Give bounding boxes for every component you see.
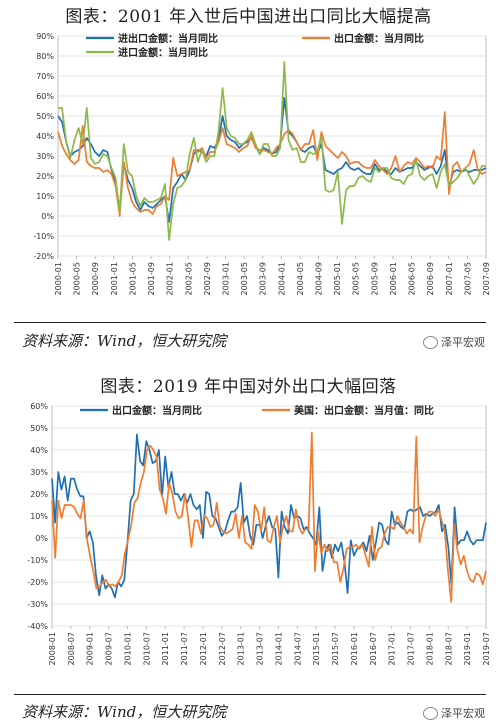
x-tick-label: 2008-07 xyxy=(67,632,76,665)
x-tick-label: 2005-09 xyxy=(370,262,379,295)
x-tick-label: 2001-05 xyxy=(128,262,137,295)
y-tick-label: -10% xyxy=(33,232,54,241)
x-tick-label: 2005-01 xyxy=(333,262,342,295)
chart-1-title: 图表：2001 年入世后中国进出口同比大幅提高 xyxy=(65,7,432,27)
legend-label-2: 出口金额：当月同比 xyxy=(334,32,424,45)
y-tick-label: 40% xyxy=(36,132,54,141)
legend-label-1: 出口金额：当月同比 xyxy=(112,404,202,417)
y-tick-label: 90% xyxy=(36,32,54,41)
x-tick-label: 2002-05 xyxy=(184,262,193,295)
x-tick-label: 2007-05 xyxy=(463,262,472,295)
x-tick-label: 2004-01 xyxy=(277,262,286,295)
y-tick-label: 10% xyxy=(36,192,54,201)
x-tick-label: 2009-01 xyxy=(86,632,95,665)
x-tick-label: 2007-09 xyxy=(482,262,491,295)
x-tick-label: 2001-01 xyxy=(110,262,119,295)
plot-area xyxy=(57,35,487,257)
x-tick-label: 2019-01 xyxy=(463,632,472,665)
y-tick-label: -20% xyxy=(33,252,54,261)
x-tick-label: 2016-07 xyxy=(369,632,378,665)
y-tick-label: 10% xyxy=(30,512,48,521)
y-tick-label: 60% xyxy=(30,402,48,411)
y-tick-label: 30% xyxy=(36,152,54,161)
x-tick-label: 2001-09 xyxy=(147,262,156,295)
x-tick-label: 2000-01 xyxy=(54,262,63,295)
y-tick-label: 50% xyxy=(30,424,48,433)
wechat-icon xyxy=(423,706,438,720)
y-tick-label: 60% xyxy=(36,92,54,101)
x-tick-label: 2006-01 xyxy=(389,262,398,295)
legend-label-3: 进口金额：当月同比 xyxy=(118,46,208,59)
x-tick-label: 2018-07 xyxy=(444,632,453,665)
x-tick-label: 2019-07 xyxy=(482,632,491,665)
x-tick-label: 2014-01 xyxy=(274,632,283,665)
chart-1-source: 资料来源：Wind，恒大研究院 xyxy=(22,332,227,350)
x-tick-label: 2006-05 xyxy=(408,262,417,295)
y-tick-label: 80% xyxy=(36,52,54,61)
chart-2-title: 图表：2019 年中国对外出口大幅回落 xyxy=(100,377,397,397)
y-tick-label: 70% xyxy=(36,72,54,81)
x-tick-label: 2005-05 xyxy=(352,262,361,295)
legend-label-2: 美国：出口金额：当月值：同比 xyxy=(294,404,434,417)
x-tick-label: 2011-07 xyxy=(180,632,189,665)
y-tick-label: 30% xyxy=(30,468,48,477)
watermark-text: 泽平宏观 xyxy=(441,707,485,720)
chart-1: 90%80%70%60%50%40%30%20%10%0%-10%-20%200… xyxy=(33,32,491,295)
x-tick-label: 2008-01 xyxy=(48,632,57,665)
x-tick-label: 2018-01 xyxy=(425,632,434,665)
divider-1 xyxy=(14,322,486,323)
chart-2: 60%50%40%30%20%10%0%-10%-20%-30%-40%2008… xyxy=(27,402,491,665)
x-tick-label: 2010-07 xyxy=(142,632,151,665)
x-tick-label: 2009-07 xyxy=(105,632,114,665)
x-tick-label: 2016-01 xyxy=(350,632,359,665)
y-tick-label: 50% xyxy=(36,112,54,121)
y-tick-label: -10% xyxy=(27,556,48,565)
x-tick-label: 2013-01 xyxy=(237,632,246,665)
legend-label-1: 进出口金额：当月同比 xyxy=(118,32,218,45)
x-tick-label: 2004-05 xyxy=(296,262,305,295)
chart-2-watermark: 泽平宏观 xyxy=(423,705,485,721)
y-tick-label: 0% xyxy=(41,212,54,221)
x-tick-label: 2017-07 xyxy=(407,632,416,665)
chart-2-source: 资料来源：Wind，恒大研究院 xyxy=(22,703,227,721)
x-tick-label: 2002-09 xyxy=(203,262,212,295)
x-tick-label: 2014-07 xyxy=(293,632,302,665)
x-tick-label: 2002-01 xyxy=(166,262,175,295)
divider-2 xyxy=(14,694,486,695)
y-tick-label: -40% xyxy=(27,622,48,631)
y-tick-label: 40% xyxy=(30,446,48,455)
x-tick-label: 2003-01 xyxy=(221,262,230,295)
x-tick-label: 2015-01 xyxy=(312,632,321,665)
x-tick-label: 2012-07 xyxy=(218,632,227,665)
x-tick-label: 2000-05 xyxy=(73,262,82,295)
x-tick-label: 2000-09 xyxy=(91,262,100,295)
wechat-icon xyxy=(423,335,438,349)
y-tick-label: 0% xyxy=(35,534,48,543)
series-line-2 xyxy=(51,431,487,603)
watermark-text: 泽平宏观 xyxy=(441,336,485,349)
x-tick-label: 2003-05 xyxy=(240,262,249,295)
y-tick-label: 20% xyxy=(30,490,48,499)
x-tick-label: 2012-01 xyxy=(199,632,208,665)
x-tick-label: 2010-01 xyxy=(123,632,132,665)
x-tick-label: 2004-09 xyxy=(315,262,324,295)
y-tick-label: -30% xyxy=(27,600,48,609)
x-tick-label: 2013-07 xyxy=(256,632,265,665)
y-tick-label: 20% xyxy=(36,172,54,181)
x-tick-label: 2007-01 xyxy=(445,262,454,295)
x-tick-label: 2006-09 xyxy=(426,262,435,295)
y-tick-label: -20% xyxy=(27,578,48,587)
series-line-3 xyxy=(58,61,486,241)
x-tick-label: 2011-01 xyxy=(161,632,170,665)
x-tick-label: 2003-09 xyxy=(259,262,268,295)
x-tick-label: 2017-01 xyxy=(388,632,397,665)
x-tick-label: 2015-07 xyxy=(331,632,340,665)
chart-1-watermark: 泽平宏观 xyxy=(423,334,485,350)
